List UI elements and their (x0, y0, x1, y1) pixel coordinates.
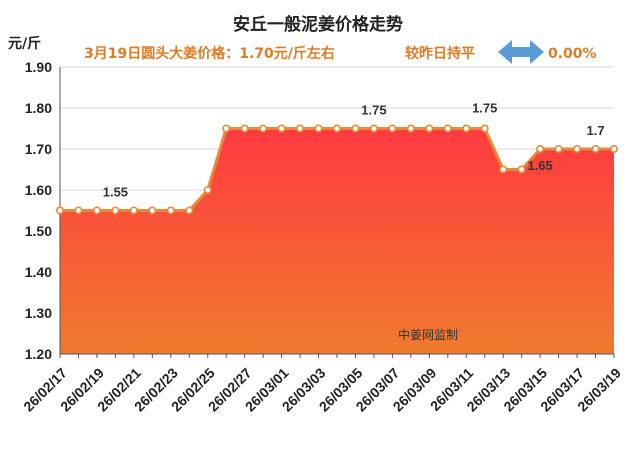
data-point (129, 206, 138, 215)
data-point (499, 165, 508, 174)
data-point (369, 124, 378, 133)
y-axis-label: 元/斤 (8, 35, 41, 52)
data-point (111, 206, 120, 215)
data-point (609, 145, 618, 154)
data-point (406, 124, 415, 133)
double-arrow-icon (498, 40, 544, 64)
y-tick-1.80: 1.80 (25, 100, 52, 116)
data-point (517, 165, 526, 174)
y-tick-1.40: 1.40 (25, 264, 52, 280)
data-point (240, 124, 249, 133)
data-point (92, 206, 101, 215)
data-point (573, 145, 582, 154)
data-point (591, 145, 600, 154)
y-tick-1.50: 1.50 (25, 223, 52, 239)
data-label: 1.55 (103, 185, 128, 200)
data-label: 1.75 (472, 101, 497, 116)
data-point (536, 145, 545, 154)
data-point (351, 124, 360, 133)
data-point (74, 206, 83, 215)
y-tick-labels: 1.20 1.30 1.40 1.50 1.60 1.70 1.80 1.90 (25, 59, 52, 362)
data-label: 1.75 (361, 103, 386, 118)
y-tick-1.60: 1.60 (25, 182, 52, 198)
data-label: 1.65 (527, 158, 552, 173)
data-point (388, 124, 397, 133)
data-label: 1.7 (586, 123, 604, 138)
data-point (314, 124, 323, 133)
y-tick-1.90: 1.90 (25, 59, 52, 75)
data-point (277, 124, 286, 133)
y-tick-1.20: 1.20 (25, 346, 52, 362)
data-point (185, 206, 194, 215)
data-point (259, 124, 268, 133)
subtitle-change: 0.00% (548, 46, 597, 62)
data-point (166, 206, 175, 215)
data-point (203, 186, 212, 195)
x-tick-labels: 26/02/1726/02/1926/02/2126/02/2326/02/25… (20, 365, 624, 415)
data-point (443, 124, 452, 133)
subtitle-price: 3月19日圆头大姜价格：1.70元/斤左右 (84, 45, 335, 62)
data-point (554, 145, 563, 154)
area-fill (60, 128, 614, 354)
data-point (148, 206, 157, 215)
data-points (55, 124, 618, 215)
data-point (55, 206, 64, 215)
chart-title: 安丘一般泥姜价格走势 (233, 14, 403, 35)
subtitle-trend: 较昨日持平 (405, 45, 475, 62)
data-point (332, 124, 341, 133)
data-point (480, 124, 489, 133)
y-tick-1.70: 1.70 (25, 141, 52, 157)
data-point (462, 124, 471, 133)
data-point (425, 124, 434, 133)
data-point (222, 124, 231, 133)
watermark: 中姜网监制 (398, 327, 458, 342)
data-labels: 1.55 1.75 1.75 1.65 1.7 (103, 101, 605, 200)
data-point (296, 124, 305, 133)
y-tick-1.30: 1.30 (25, 305, 52, 321)
